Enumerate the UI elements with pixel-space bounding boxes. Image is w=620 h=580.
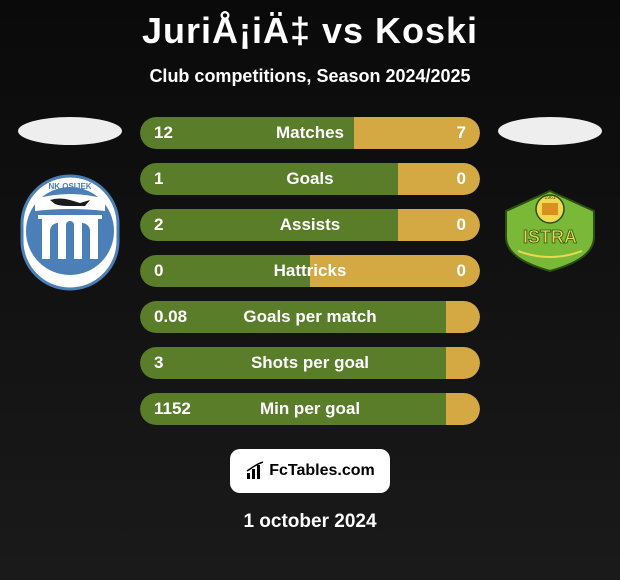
- stat-row-inner: 2Assists0: [140, 209, 480, 241]
- stat-row: 2Assists0: [140, 209, 480, 241]
- istra-badge-svg: 1961 ISTRA: [500, 189, 600, 273]
- date-text: 1 october 2024: [0, 511, 620, 533]
- stat-row-inner: 12Matches7: [140, 117, 480, 149]
- stat-row: 1152Min per goal: [140, 393, 480, 425]
- stat-row: 3Shots per goal: [140, 347, 480, 379]
- svg-text:1961: 1961: [544, 195, 555, 201]
- stat-row-inner: 3Shots per goal: [140, 347, 480, 379]
- stat-row: 12Matches7: [140, 117, 480, 149]
- left-ellipse-shape: [18, 117, 122, 145]
- stat-row-inner: 1Goals0: [140, 163, 480, 195]
- stat-row-inner: 0.08Goals per match: [140, 301, 480, 333]
- stat-row: 0Hattricks0: [140, 255, 480, 287]
- stat-label: Goals per match: [140, 307, 480, 327]
- chart-icon: [245, 461, 265, 481]
- page-subtitle: Club competitions, Season 2024/2025: [0, 66, 620, 87]
- osijek-badge: NK OSIJEK: [20, 171, 120, 291]
- content-area: NK OSIJEK 12Matches71Goals02Assists00Hat…: [0, 117, 620, 425]
- stat-label: Assists: [140, 215, 480, 235]
- stat-row-inner: 1152Min per goal: [140, 393, 480, 425]
- stat-value-right: 0: [457, 169, 466, 189]
- stat-row: 1Goals0: [140, 163, 480, 195]
- svg-text:ISTRA: ISTRA: [523, 227, 577, 247]
- stat-value-right: 0: [457, 261, 466, 281]
- stat-label: Shots per goal: [140, 353, 480, 373]
- stat-label: Matches: [140, 123, 480, 143]
- istra-badge: 1961 ISTRA: [500, 171, 600, 291]
- stat-label: Min per goal: [140, 399, 480, 419]
- right-ellipse-shape: [498, 117, 602, 145]
- page-title: JuriÅ¡iÄ‡ vs Koski: [0, 0, 620, 52]
- osijek-badge-svg: NK OSIJEK: [20, 171, 120, 291]
- stat-label: Hattricks: [140, 261, 480, 281]
- stat-row-inner: 0Hattricks0: [140, 255, 480, 287]
- svg-text:NK OSIJEK: NK OSIJEK: [48, 182, 91, 191]
- left-column: NK OSIJEK: [10, 117, 130, 291]
- stats-column: 12Matches71Goals02Assists00Hattricks00.0…: [130, 117, 490, 425]
- footer-logo[interactable]: FcTables.com: [230, 449, 390, 493]
- stat-label: Goals: [140, 169, 480, 189]
- stat-row: 0.08Goals per match: [140, 301, 480, 333]
- right-column: 1961 ISTRA: [490, 117, 610, 291]
- stat-value-right: 0: [457, 215, 466, 235]
- stat-value-right: 7: [457, 123, 466, 143]
- footer-logo-text: FcTables.com: [269, 462, 375, 480]
